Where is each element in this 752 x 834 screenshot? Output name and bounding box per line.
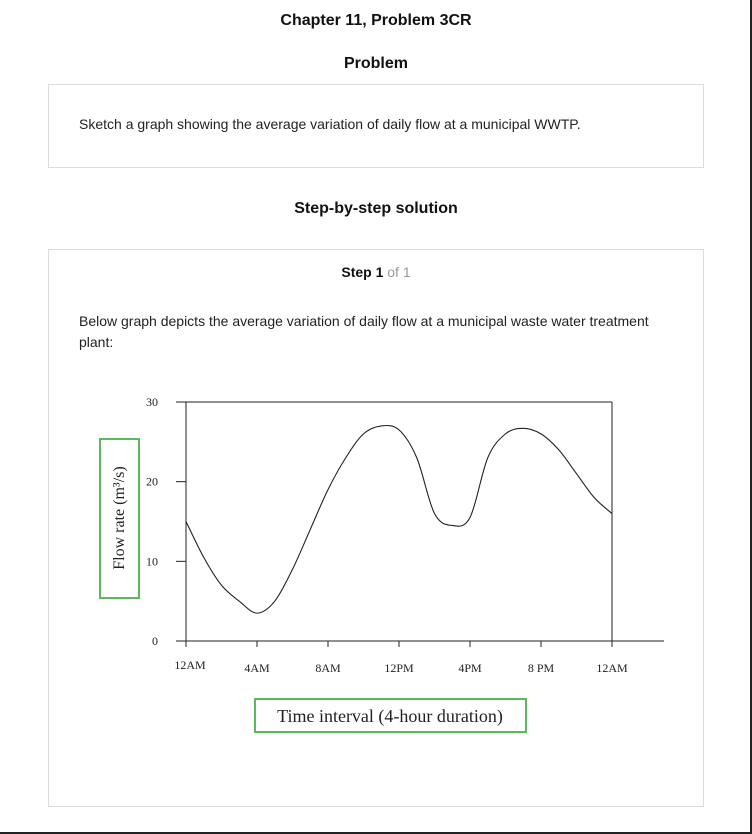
x-tick-label: 12PM: [384, 661, 414, 675]
chart-series: [185, 424, 613, 614]
x-tick-label: 12AM: [596, 661, 628, 675]
xlabel-box: [254, 698, 527, 733]
x-tick-label: 8AM: [315, 661, 341, 675]
ylabel-box: [99, 438, 140, 599]
solution-heading: Step-by-step solution: [294, 200, 458, 217]
step-label: Step 1: [341, 264, 384, 280]
y-tick-label: 30: [146, 395, 158, 409]
x-tick-label: 4AM: [244, 661, 270, 675]
x-tick-label: 12AM: [174, 658, 206, 672]
flow-curve: [185, 424, 613, 614]
step-header: Step 1 of 1: [49, 264, 703, 280]
y-tick-label: 10: [146, 554, 158, 568]
chart-labels: Flow rate (m³/s) Time interval (4-hour du…: [99, 438, 527, 733]
chart-ticks: 0 10 20 30 12AM 4AM 8AM 12PM 4PM 8 PM 12AM: [146, 395, 628, 675]
problem-heading: Problem: [343, 55, 408, 72]
ylabel-text: Flow rate (m³/s): [111, 466, 128, 569]
y-tick-label: 20: [146, 475, 158, 489]
xlabel-text: Time interval (4-hour duration): [277, 706, 503, 727]
x-tick-label: 4PM: [458, 661, 482, 675]
problem-text: Sketch a graph showing the average varia…: [79, 116, 581, 132]
chapter-title: Chapter 11, Problem 3CR: [280, 12, 472, 29]
x-tick-label: 8 PM: [528, 661, 555, 675]
step-text: Below graph depicts the average variatio…: [79, 313, 649, 350]
y-tick-label: 0: [152, 634, 158, 648]
chart-frame: [185, 401, 664, 642]
problem-box: Sketch a graph showing the average varia…: [48, 84, 704, 168]
step-count: of 1: [387, 264, 411, 280]
